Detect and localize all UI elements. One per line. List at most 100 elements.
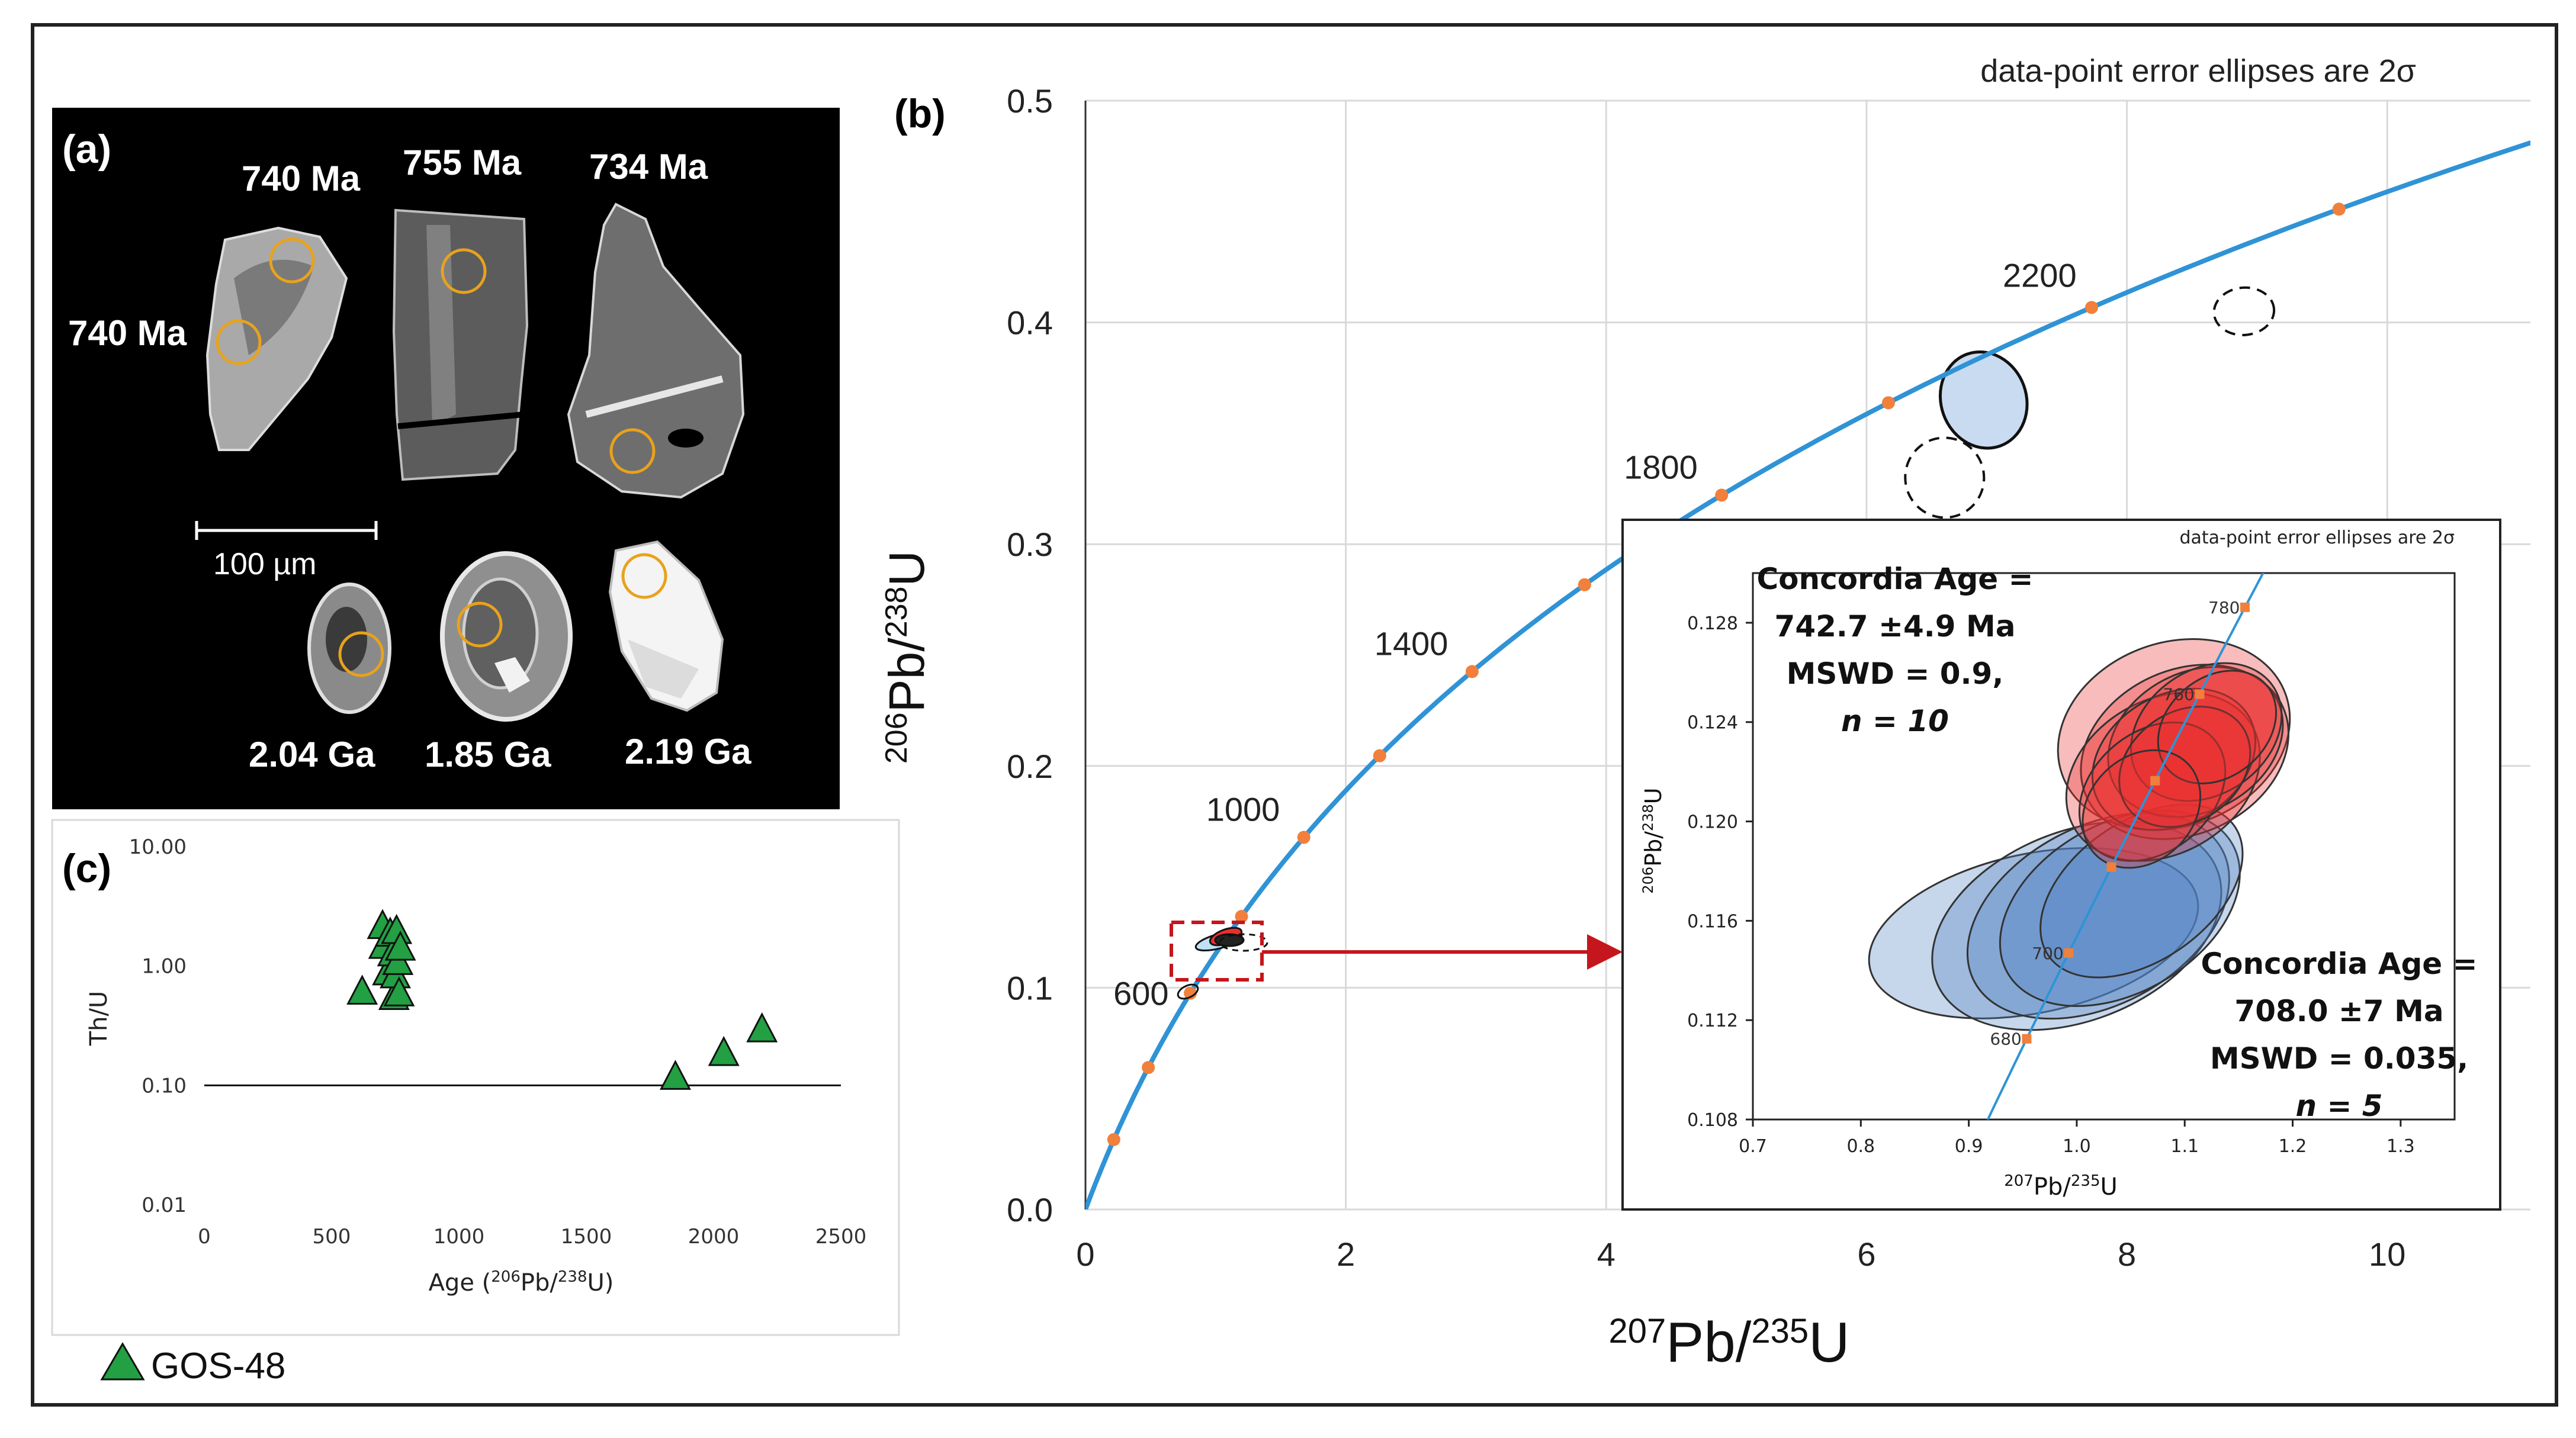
main-y-tick-label: 0.5: [1007, 82, 1053, 120]
panel-a-label: (a): [62, 127, 111, 172]
inset-y-tick-label: 0.108: [1687, 1110, 1738, 1131]
inset-y-tick-label: 0.124: [1687, 713, 1738, 734]
concordia-age-marker: [2332, 202, 2346, 216]
inset-age-label: 780: [2208, 598, 2240, 617]
inset-tick-labels: 0.7 0.8 0.9 1.0 1.1 1.2 1.3 0.108 0.112 0.116 0.12…: [1687, 613, 2415, 1157]
panel-c: (c) 10.00 1.00 0.10 0.01 0 500 1000 1500 2000 250…: [51, 819, 900, 1386]
main-age-markers: [1107, 202, 2346, 1146]
main-ylabel-base2: U: [879, 551, 934, 587]
young-error-ellipse: [1966, 812, 2230, 1020]
cluster-ellipse-3: [1214, 933, 1245, 947]
c-axes: 10.00 1.00 0.10 0.01 0 500 1000 1500 2000 2500: [129, 835, 867, 1249]
spot-circle-5: [338, 631, 384, 677]
main-xlabel-base1: Pb/: [1666, 1311, 1751, 1374]
inset-age-label: 760: [2163, 684, 2194, 704]
c-x-tick-label: 0: [198, 1225, 211, 1249]
inset-y-tick-label: 0.116: [1687, 911, 1738, 932]
main-error-ellipse: [2078, 721, 2227, 862]
concordia-age-marker: [1184, 986, 1197, 1000]
zircon-grain-3: [567, 202, 745, 499]
main-y-axis-label: 206Pb/238U: [879, 551, 934, 764]
concordia-age-marker: [1107, 1133, 1120, 1146]
inset-age-marker: [2195, 689, 2205, 699]
age-label-grain-1-rim: 740 Ma: [242, 159, 361, 198]
age-label-grain-5: 1.85 Ga: [425, 735, 551, 774]
concordia-age-marker: [1235, 910, 1248, 924]
zircon-grain-2-band: [426, 225, 456, 426]
th-u-point: [746, 1012, 778, 1043]
cluster-ellipse-4: [1219, 933, 1268, 952]
inset-x-tick-label: 1.3: [2387, 1136, 2415, 1157]
inset-xlabel-base1: Pb/: [2034, 1173, 2071, 1201]
c-xlabel-base2: Pb/: [521, 1269, 558, 1297]
inset-age-marker: [2106, 862, 2116, 872]
annotation-main-group: Concordia Age = 742.7 ±4.9 Ma MSWD = 0.9…: [1756, 562, 2033, 738]
zircon-grain-3-vein: [585, 375, 724, 418]
inset-y-axis-label: 206Pb/238U: [1640, 787, 1666, 893]
inset-y-tick-label: 0.120: [1687, 812, 1738, 833]
main-y-tick-label: 0.4: [1007, 304, 1053, 342]
main-ellipses: [1904, 286, 2276, 519]
c-xlabel-sup1: 206: [491, 1268, 521, 1286]
main-x-tick-label: 6: [1857, 1236, 1875, 1273]
annotation-main-line-4: n = 10: [1841, 704, 1949, 738]
c-xlabel-sup2: 238: [558, 1268, 587, 1286]
main-tick-labels: 0 2 4 6 8 10 0.0 0.1 0.2 0.3 0.4 0.5: [1007, 82, 2405, 1273]
main-note: data-point error ellipses are 2σ: [1980, 53, 2416, 89]
c-x-tick-label: 1000: [433, 1225, 485, 1249]
concordia-age-marker: [1715, 488, 1729, 502]
panel-c-label: (c): [62, 846, 111, 891]
main-x-tick-label: 8: [2118, 1236, 2136, 1273]
inset-x-tick-label: 1.2: [2279, 1136, 2307, 1157]
data-cluster: [1177, 927, 1268, 1000]
concordia-age-label: 2200: [2003, 256, 2077, 294]
error-ellipse: [1938, 350, 2029, 450]
inset-xlabel-base2: U: [2100, 1173, 2118, 1201]
inset-ylabel-sup1: 206: [1640, 867, 1656, 894]
age-label-grain-4: 2.04 Ga: [249, 735, 375, 774]
concordia-age-marker: [1297, 831, 1311, 844]
spot-circle-4: [609, 428, 656, 474]
young-error-ellipse: [1931, 821, 2222, 1031]
main-error-ellipse: [2057, 638, 2291, 831]
c-points: [346, 909, 778, 1090]
age-label-grain-1-core: 740 Ma: [68, 313, 187, 353]
c-x-tick-label: 2000: [688, 1225, 740, 1249]
inset-x-tick-label: 0.7: [1739, 1136, 1767, 1157]
panel-b-label: (b): [894, 91, 946, 136]
main-y-tick-label: 0.0: [1007, 1191, 1053, 1228]
c-y-tick-label: 0.10: [142, 1074, 187, 1098]
inset-age-label: 680: [1990, 1030, 2021, 1049]
main-x-axis-label: 207Pb/235U: [1609, 1311, 1850, 1374]
main-x-tick-label: 10: [2369, 1236, 2405, 1273]
inset-age-marker: [2064, 948, 2074, 958]
panel-a: (a) 100 µm 740 Ma: [52, 108, 840, 809]
c-x-tick-label: 1500: [561, 1225, 612, 1249]
young-error-ellipse: [1999, 809, 2241, 1007]
spot-circle-7: [621, 553, 667, 599]
c-xlabel-base1: Age (: [429, 1269, 492, 1297]
main-y-tick-label: 0.3: [1007, 526, 1053, 563]
c-x-tick-label: 500: [313, 1225, 351, 1249]
inset-age-marker: [2022, 1034, 2032, 1044]
concordia-age-marker: [1578, 578, 1591, 591]
main-ylabel-sup1: 206: [879, 712, 914, 764]
annotation-young-line-4: n = 5: [2295, 1089, 2382, 1123]
inset-note: data-point error ellipses are 2σ: [2179, 527, 2455, 548]
concordia-age-marker: [1373, 749, 1386, 763]
th-u-point: [708, 1035, 740, 1066]
concordia-age-marker: [1881, 396, 1895, 410]
main-x-tick-label: 2: [1337, 1236, 1355, 1273]
inset-ellipses: [1868, 638, 2291, 1031]
inset-ylabel-sup2: 238: [1640, 804, 1656, 831]
inset-plot-area: [1752, 572, 2456, 1121]
c-y-axis-label: Th/U: [85, 991, 113, 1047]
inset-ylabel-base2: U: [1640, 787, 1666, 804]
main-x-tick-label: 4: [1597, 1236, 1615, 1273]
inset-age-labels: 680 700 760 780: [1990, 598, 2240, 1049]
error-ellipse: [1904, 436, 1986, 519]
inset-y-tick-label: 0.112: [1687, 1011, 1738, 1031]
inset-x-tick-label: 1.1: [2170, 1136, 2199, 1157]
annotation-young-line-1: Concordia Age =: [2201, 947, 2477, 981]
